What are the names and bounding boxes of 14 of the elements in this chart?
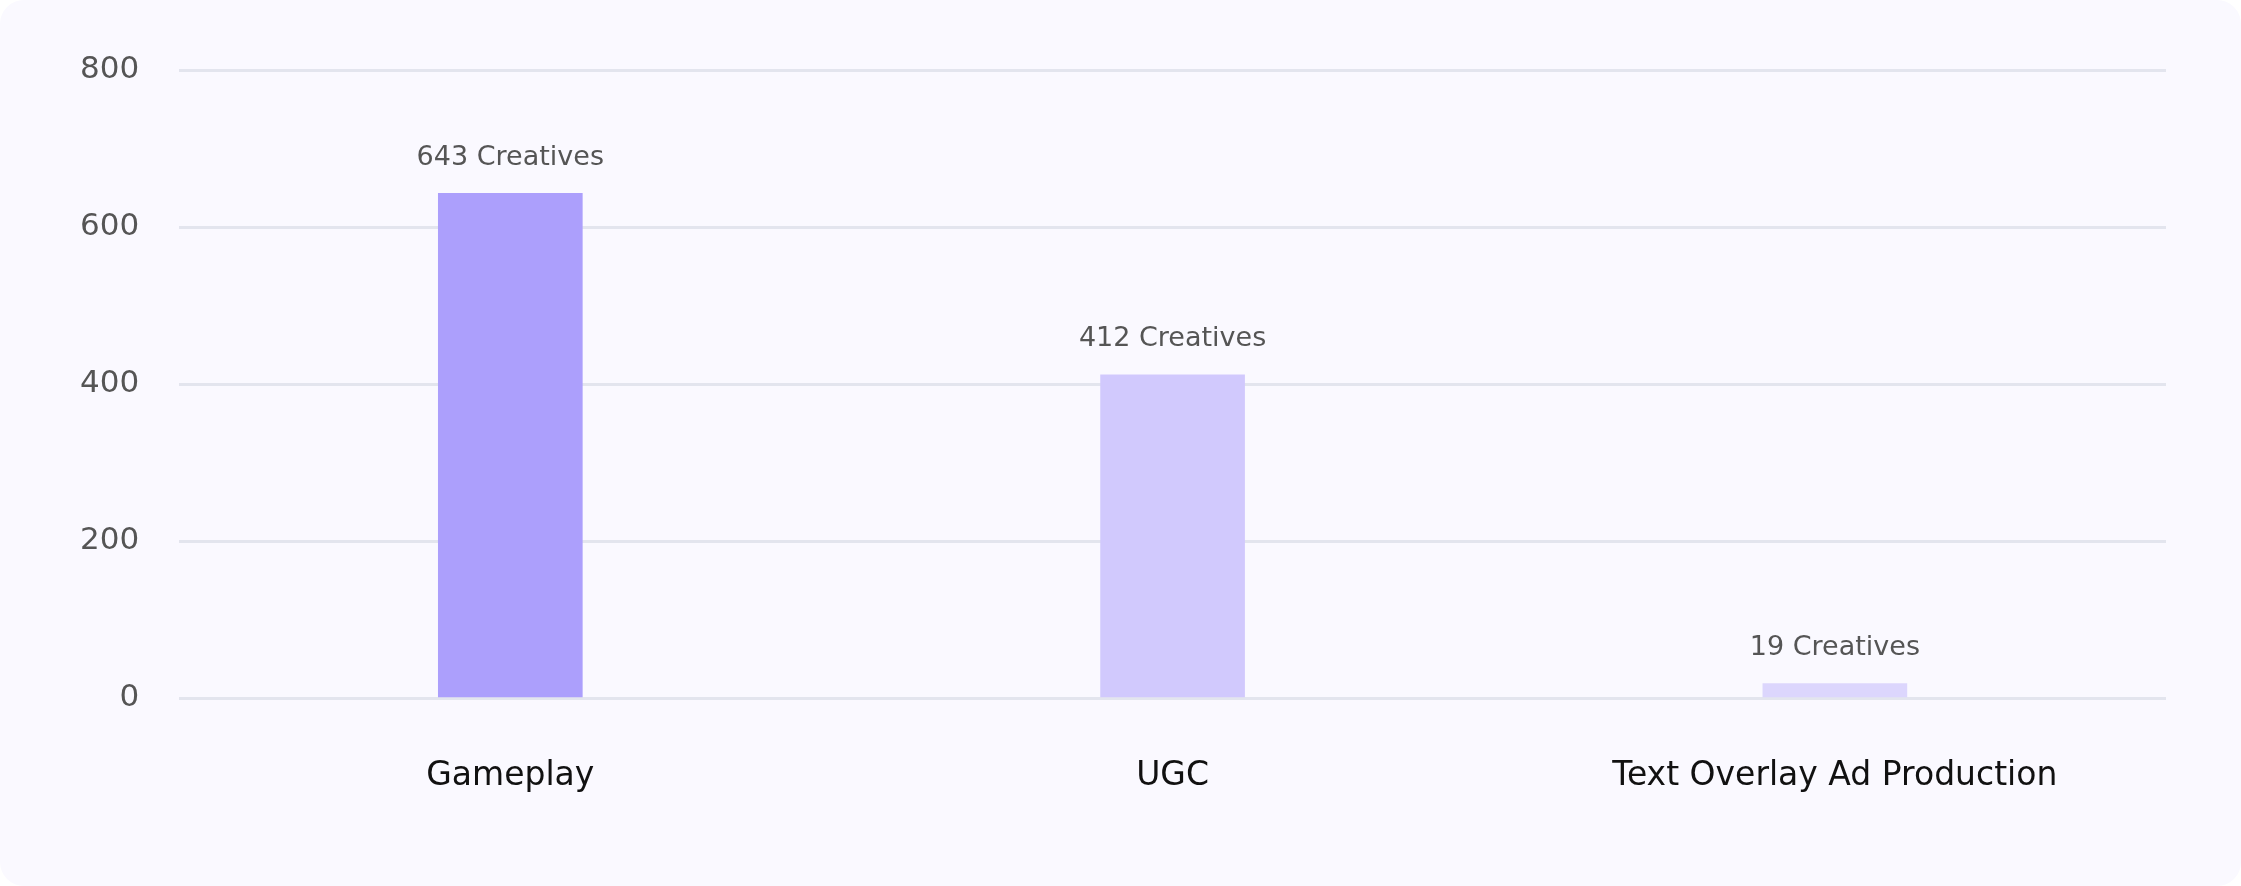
y-tick-label: 0	[119, 677, 140, 714]
data-label: 643 Creatives	[416, 139, 604, 171]
y-tick-label: 400	[80, 363, 140, 400]
y-tick-label: 200	[80, 520, 140, 557]
x-tick-label: Text Overlay Ad Production	[1611, 753, 2058, 793]
data-label: 412 Creatives	[1078, 321, 1267, 353]
bar	[1100, 374, 1245, 698]
y-tick-label: 600	[80, 206, 140, 243]
y-tick-label: 800	[80, 49, 140, 86]
x-tick-label: Gameplay	[426, 753, 595, 793]
bar	[1762, 683, 1908, 698]
x-tick-label: UGC	[1136, 753, 1209, 793]
bar	[437, 192, 583, 698]
data-label: 19 Creatives	[1749, 629, 1920, 661]
